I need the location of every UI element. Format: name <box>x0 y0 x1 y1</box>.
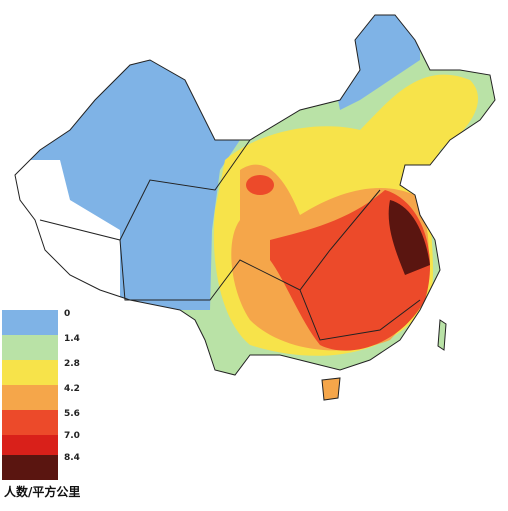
legend-swatch <box>2 310 58 335</box>
hainan <box>321 377 341 401</box>
country-border <box>14 14 496 376</box>
legend-swatch <box>2 335 58 360</box>
legend-swatch <box>2 385 58 410</box>
legend-label: 1.4 <box>64 334 80 344</box>
legend: 0 1.4 2.8 4.2 5.6 7.0 8.4 人数/平方公里 <box>2 309 80 499</box>
legend-swatch <box>2 455 58 480</box>
legend-label: 0 <box>64 309 70 319</box>
density-fill <box>15 15 495 375</box>
taiwan <box>437 319 447 351</box>
legend-label: 4.2 <box>64 384 80 394</box>
province-border <box>299 289 421 341</box>
province-border <box>39 139 251 241</box>
province-border <box>119 189 381 301</box>
legend-label: 7.0 <box>64 431 80 441</box>
legend-unit: 人数/平方公里 <box>4 484 80 499</box>
legend-swatch <box>2 360 58 385</box>
legend-label: 5.6 <box>64 409 80 419</box>
legend-swatch <box>2 410 58 435</box>
legend-swatch <box>2 435 58 455</box>
legend-label: 8.4 <box>64 453 80 463</box>
legend-label: 2.8 <box>64 359 80 369</box>
